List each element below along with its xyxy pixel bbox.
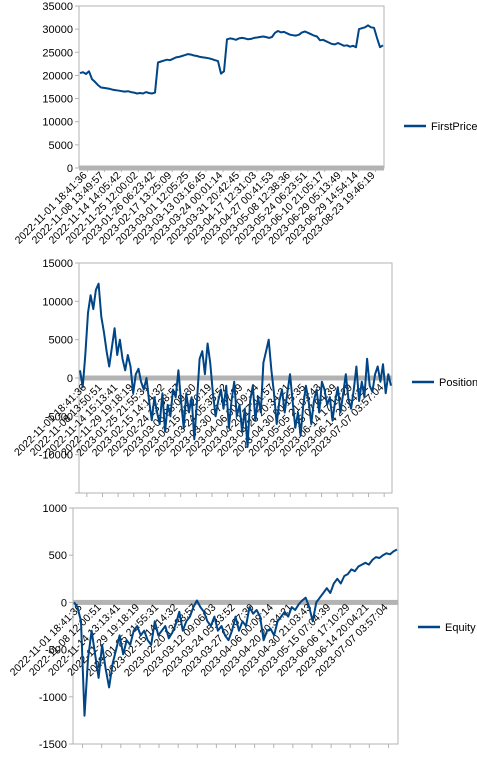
y-tick-label: 1000 — [43, 503, 67, 515]
series-line-equity — [73, 548, 398, 717]
chart-1: 050001000015000200002500030000350002022-… — [13, 1, 477, 247]
y-tick-label: 15000 — [42, 94, 73, 106]
zero-line — [79, 165, 384, 171]
y-tick-label: 5000 — [49, 140, 73, 152]
y-tick-label: -1000 — [39, 692, 67, 704]
y-tick-label: 35000 — [42, 1, 73, 13]
y-tick-label: 25000 — [42, 47, 73, 59]
zero-line — [79, 375, 392, 381]
series-line-firstprice — [79, 24, 384, 95]
plot-area-frame — [78, 5, 385, 169]
y-tick-label: 30000 — [42, 24, 73, 36]
y-tick-label: -10000 — [39, 450, 73, 462]
zero-line — [73, 599, 398, 605]
y-tick-label: 0 — [67, 163, 73, 175]
y-tick-label: -1500 — [39, 739, 67, 751]
series-line-position — [79, 282, 392, 448]
y-tick-label: -500 — [45, 645, 67, 657]
y-tick-label: 15000 — [42, 258, 73, 270]
y-tick-label: 500 — [49, 550, 67, 562]
y-tick-label: 10000 — [42, 296, 73, 308]
legend-label: FirstPrice — [431, 121, 477, 133]
y-tick-label: 20000 — [42, 70, 73, 82]
legend-label: Position — [439, 377, 477, 389]
y-tick-label: 5000 — [49, 335, 73, 347]
y-tick-label: 0 — [67, 373, 73, 385]
y-tick-label: 0 — [61, 597, 67, 609]
y-tick-label: -5000 — [45, 411, 73, 423]
legend-label: Equity — [445, 622, 476, 634]
y-tick-label: 10000 — [42, 117, 73, 129]
